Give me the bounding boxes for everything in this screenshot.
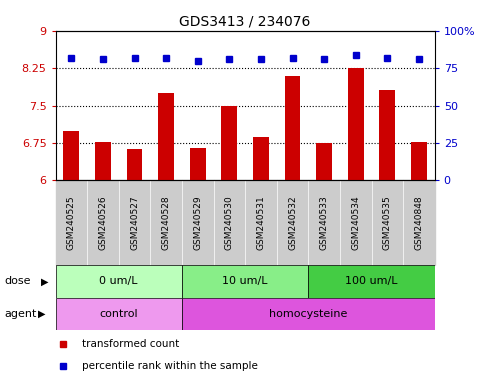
- Bar: [380, 89, 395, 180]
- Bar: [221, 106, 237, 180]
- Text: agent: agent: [5, 309, 37, 319]
- Text: 10 um/L: 10 um/L: [222, 276, 268, 286]
- Text: control: control: [99, 309, 138, 319]
- Bar: [158, 93, 174, 180]
- Bar: [308, 265, 435, 298]
- Bar: [182, 265, 308, 298]
- Text: dose: dose: [5, 276, 31, 286]
- Bar: [56, 180, 87, 265]
- Text: homocysteine: homocysteine: [269, 309, 347, 319]
- Bar: [190, 148, 206, 180]
- Text: GSM240535: GSM240535: [383, 195, 392, 250]
- Bar: [127, 149, 142, 180]
- Text: GSM240534: GSM240534: [351, 195, 360, 250]
- Text: GSM240531: GSM240531: [256, 195, 266, 250]
- Bar: [56, 265, 182, 298]
- Bar: [150, 180, 182, 265]
- Bar: [56, 298, 182, 330]
- Bar: [403, 180, 435, 265]
- Bar: [411, 142, 427, 180]
- Bar: [95, 142, 111, 180]
- Text: GSM240532: GSM240532: [288, 195, 297, 250]
- Bar: [348, 68, 364, 180]
- Bar: [308, 180, 340, 265]
- Bar: [119, 180, 150, 265]
- Text: percentile rank within the sample: percentile rank within the sample: [82, 361, 258, 371]
- Text: ▶: ▶: [38, 309, 45, 319]
- Text: GSM240848: GSM240848: [414, 195, 424, 250]
- Title: GDS3413 / 234076: GDS3413 / 234076: [180, 14, 311, 28]
- Bar: [316, 143, 332, 180]
- Text: 100 um/L: 100 um/L: [345, 276, 398, 286]
- Bar: [182, 180, 213, 265]
- Text: GSM240533: GSM240533: [320, 195, 328, 250]
- Bar: [87, 180, 119, 265]
- Text: ▶: ▶: [41, 276, 49, 286]
- Text: 0 um/L: 0 um/L: [99, 276, 138, 286]
- Text: GSM240530: GSM240530: [225, 195, 234, 250]
- Bar: [245, 180, 277, 265]
- Bar: [213, 180, 245, 265]
- Text: GSM240527: GSM240527: [130, 195, 139, 250]
- Bar: [277, 180, 308, 265]
- Text: GSM240525: GSM240525: [67, 195, 76, 250]
- Bar: [284, 76, 300, 180]
- Bar: [182, 298, 435, 330]
- Bar: [253, 137, 269, 180]
- Text: GSM240528: GSM240528: [162, 195, 170, 250]
- Text: transformed count: transformed count: [82, 339, 179, 349]
- Bar: [63, 131, 79, 180]
- Text: GSM240529: GSM240529: [193, 195, 202, 250]
- Bar: [340, 180, 371, 265]
- Text: GSM240526: GSM240526: [99, 195, 107, 250]
- Bar: [371, 180, 403, 265]
